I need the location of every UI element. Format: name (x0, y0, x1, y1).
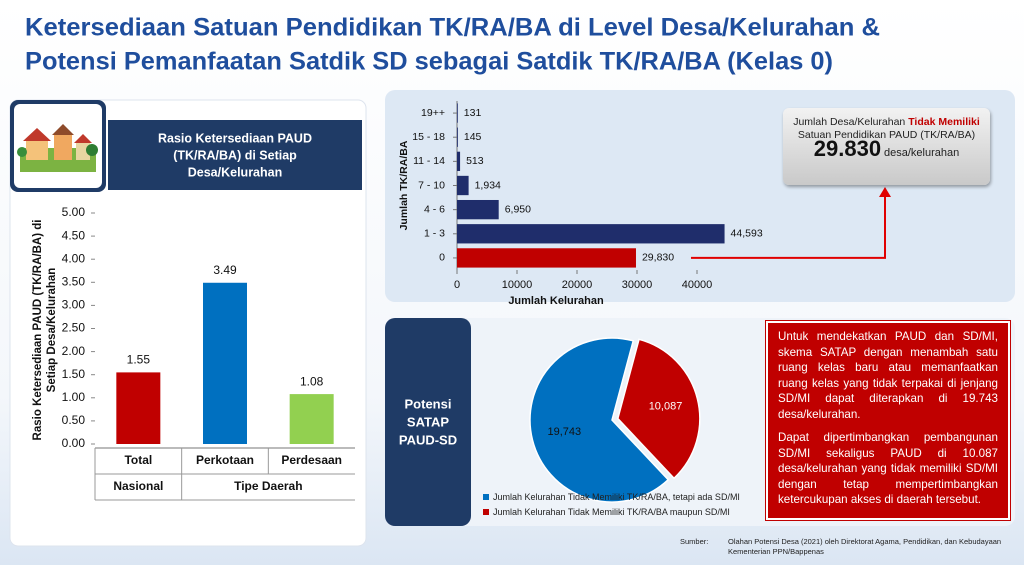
bar-value-label: 513 (466, 155, 484, 167)
legend-marker (483, 509, 489, 515)
bar-chart-header (108, 120, 362, 190)
y-tick-label: 5.00 (62, 205, 86, 219)
bar (457, 199, 499, 220)
bar-value-label: 6,950 (505, 203, 531, 215)
bar-value-label: 131 (464, 107, 482, 119)
pie-title: Potensi (405, 396, 452, 411)
bar (457, 151, 461, 172)
group-label: Tipe Daerah (234, 479, 302, 493)
x-tick-label: Perdesaan (281, 453, 342, 467)
source-text: Olahan Potensi Desa (2021) oleh Direktor… (728, 537, 1002, 556)
callout: Jumlah Desa/Kelurahan Tidak Memiliki Sat… (783, 108, 990, 185)
x-tick-label: 20000 (562, 279, 593, 291)
y-tick-label: 1.50 (62, 367, 86, 381)
bar (457, 103, 458, 123)
bar (203, 282, 247, 444)
y-tick-label: 0 (439, 252, 445, 264)
bar-value-label: 1.55 (127, 353, 151, 367)
y-tick-label: 7 - 10 (418, 179, 445, 191)
callout-arrow (690, 196, 886, 259)
x-tick-label: Perkotaan (196, 453, 254, 467)
callout-arrowhead (879, 187, 891, 197)
bar-chart-title: Desa/Kelurahan (188, 165, 282, 179)
y-tick-label: 3.50 (62, 274, 86, 288)
bar-chart-title: (TK/RA/BA) di Setiap (173, 148, 297, 162)
y-tick-label: 1.00 (62, 390, 86, 404)
y-tick-label: 2.50 (62, 321, 86, 335)
bar (457, 224, 725, 244)
note-box: Untuk mendekatkan PAUD dan SD/MI, skema … (766, 321, 1010, 520)
pie-slice (616, 338, 701, 480)
y-tick-label: 0.00 (62, 436, 86, 450)
bar-chart-title: Rasio Ketersediaan PAUD (158, 131, 312, 145)
pie-title: PAUD-SD (399, 432, 457, 447)
slide-title: Potensi Pemanfaatan Satdik SD sebagai Sa… (25, 48, 833, 76)
bar-value-label: 3.49 (213, 263, 237, 277)
callout-unit: desa/kelurahan (883, 147, 960, 159)
bar-value-label: 29,830 (642, 252, 674, 264)
y-tick-label: 2.00 (62, 344, 86, 358)
source-label: Sumber: (680, 537, 709, 546)
x-tick-label: 40000 (682, 279, 713, 291)
y-axis-label: Setiap Desa/Kelurahan (46, 268, 58, 393)
y-tick-label: 1 - 3 (424, 228, 445, 240)
callout-text: Satuan Pendidikan PAUD (TK/RA/BA) (797, 129, 976, 141)
y-tick-label: 0.50 (62, 413, 86, 427)
legend-marker (483, 494, 489, 500)
village-icon (17, 124, 98, 172)
bar (457, 248, 636, 268)
slide-title: Ketersediaan Satuan Pendidikan TK/RA/BA … (25, 14, 880, 42)
y-tick-label: 4.00 (62, 251, 86, 265)
y-tick-label: 19++ (421, 107, 445, 119)
bar-value-label: 1,934 (475, 179, 501, 191)
bar (116, 372, 161, 444)
note-paragraph: Dapat dipertimbangkan pembangunan SD/MI … (778, 431, 998, 506)
slice-label: 10,087 (649, 400, 683, 412)
callout-text: Jumlah Desa/Kelurahan (793, 116, 906, 128)
bar (289, 394, 334, 444)
pie-header (385, 318, 471, 526)
bar-value-label: 145 (464, 131, 482, 143)
y-axis-label: Jumlah TK/RA/BA (398, 140, 410, 230)
y-axis-label: Rasio Ketersediaan PAUD (TK/RA/BA) di (32, 220, 44, 441)
note-paragraph: Untuk mendekatkan PAUD dan SD/MI, skema … (778, 330, 998, 421)
x-tick-label: 30000 (622, 279, 653, 291)
y-tick-label: 15 - 18 (412, 131, 445, 143)
bar (457, 175, 469, 196)
bar-value-label: 1.08 (300, 374, 324, 388)
bar (457, 127, 458, 147)
group-label: Nasional (113, 479, 163, 493)
x-tick-label: 10000 (502, 279, 533, 291)
x-tick-label: 0 (454, 279, 460, 291)
y-tick-label: 3.00 (62, 298, 86, 312)
legend-label: Jumlah Kelurahan Tidak Memiliki TK/RA/BA… (493, 507, 730, 517)
x-tick-label: Total (124, 453, 152, 467)
left-panel (9, 99, 367, 547)
legend-label: Jumlah Kelurahan Tidak Memiliki TK/RA/BA… (493, 492, 740, 502)
x-axis-label: Jumlah Kelurahan (508, 295, 604, 307)
y-axis-label-group: Rasio Ketersediaan PAUD (TK/RA/BA) di Se… (32, 220, 58, 441)
slice-label: 19,743 (547, 426, 581, 438)
callout-value: 29.830 (813, 136, 882, 161)
pie-slice (529, 337, 670, 503)
bar-value-label: 44,593 (731, 228, 763, 240)
y-tick-label: 4.50 (62, 228, 86, 242)
y-tick-label: 11 - 14 (413, 155, 445, 167)
y-tick-label: 4 - 6 (424, 203, 445, 215)
callout-highlight: Tidak Memiliki (908, 116, 980, 128)
pie-title: SATAP (407, 414, 449, 429)
